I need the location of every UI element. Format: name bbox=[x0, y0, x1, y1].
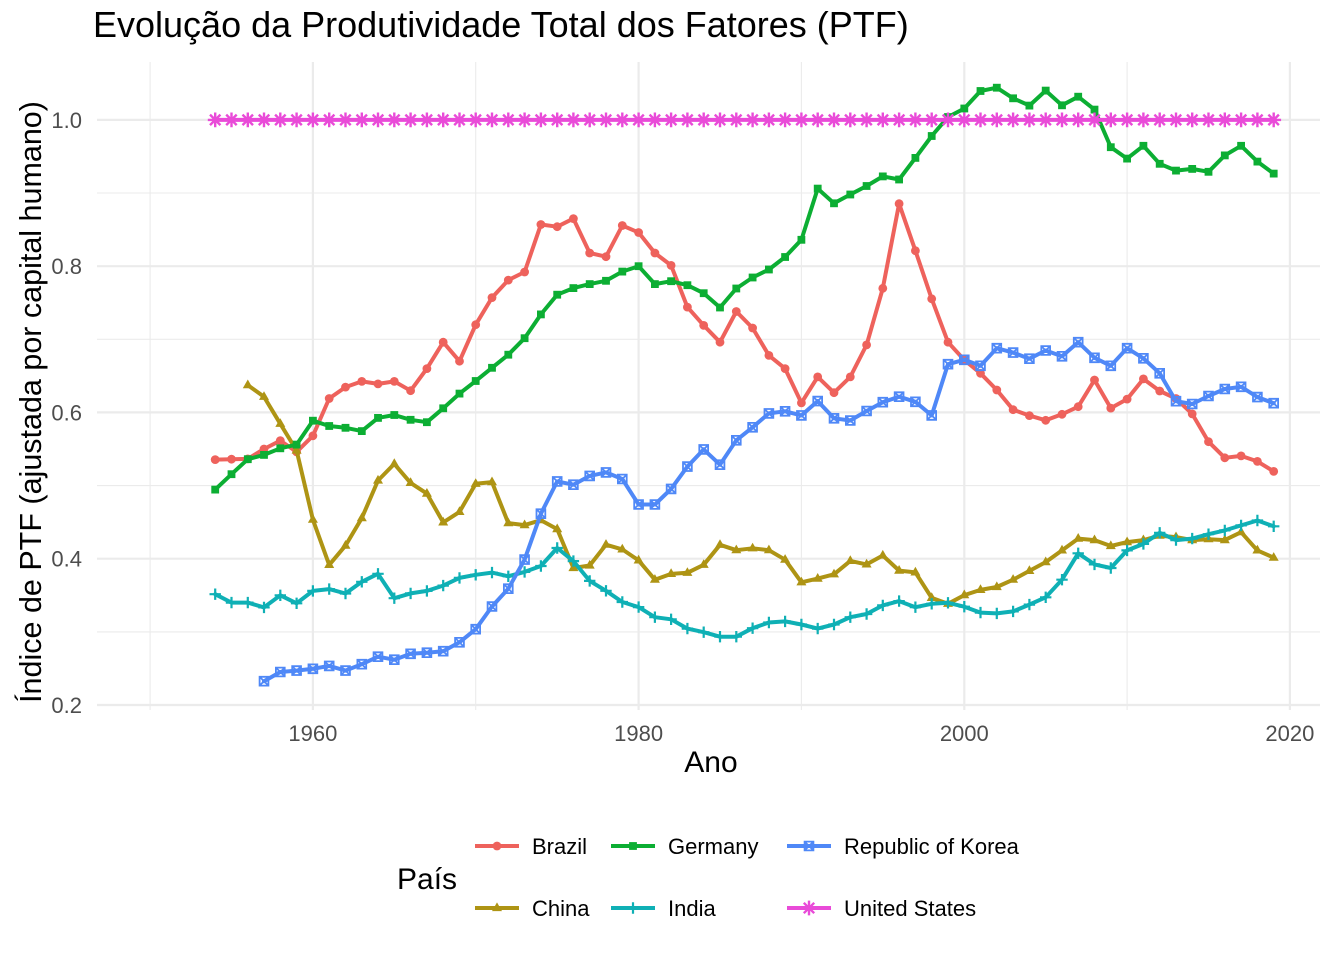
svg-text:India: India bbox=[668, 896, 716, 921]
svg-text:País: País bbox=[397, 863, 457, 896]
svg-text:Germany: Germany bbox=[668, 834, 758, 859]
svg-text:2020: 2020 bbox=[1265, 721, 1314, 746]
svg-text:1980: 1980 bbox=[614, 721, 663, 746]
svg-text:Evolução da Produtividade Tota: Evolução da Produtividade Total dos Fato… bbox=[93, 4, 909, 45]
svg-text:Republic of Korea: Republic of Korea bbox=[844, 834, 1020, 859]
svg-text:United States: United States bbox=[844, 896, 976, 921]
svg-text:Índice de PTF (ajustada por ca: Índice de PTF (ajustada por capital huma… bbox=[13, 101, 48, 703]
svg-text:0.4: 0.4 bbox=[51, 547, 82, 572]
svg-text:1.0: 1.0 bbox=[51, 108, 82, 133]
svg-text:China: China bbox=[532, 896, 590, 921]
svg-text:0.8: 0.8 bbox=[51, 254, 82, 279]
svg-text:Brazil: Brazil bbox=[532, 834, 587, 859]
svg-text:Ano: Ano bbox=[684, 746, 737, 779]
svg-text:2000: 2000 bbox=[940, 721, 989, 746]
svg-text:1960: 1960 bbox=[288, 721, 337, 746]
svg-text:0.2: 0.2 bbox=[51, 693, 82, 718]
svg-text:0.6: 0.6 bbox=[51, 400, 82, 425]
